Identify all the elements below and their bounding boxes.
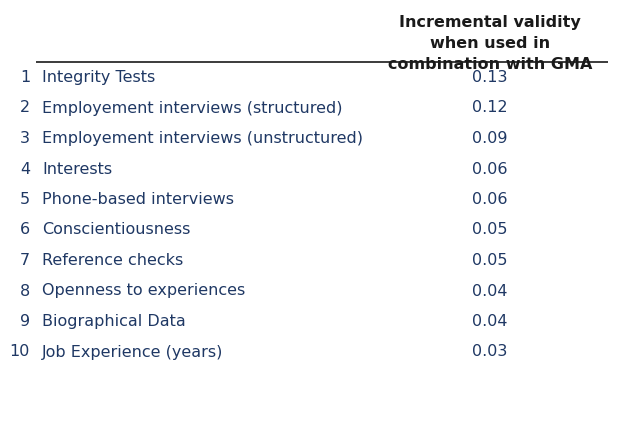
Text: 0.03: 0.03	[472, 344, 508, 360]
Text: combination with GMA: combination with GMA	[388, 57, 592, 72]
Text: Conscientiousness: Conscientiousness	[42, 223, 190, 238]
Text: 8: 8	[20, 284, 30, 299]
Text: 0.04: 0.04	[472, 314, 508, 329]
Text: Job Experience (years): Job Experience (years)	[42, 344, 223, 360]
Text: Incremental validity: Incremental validity	[399, 15, 581, 30]
Text: 0.12: 0.12	[472, 100, 508, 115]
Text: Integrity Tests: Integrity Tests	[42, 70, 155, 85]
Text: Reference checks: Reference checks	[42, 253, 184, 268]
Text: 2: 2	[20, 100, 30, 115]
Text: 1: 1	[20, 70, 30, 85]
Text: Biographical Data: Biographical Data	[42, 314, 186, 329]
Text: Employement interviews (structured): Employement interviews (structured)	[42, 100, 342, 115]
Text: 3: 3	[20, 131, 30, 146]
Text: 9: 9	[20, 314, 30, 329]
Text: 0.04: 0.04	[472, 284, 508, 299]
Text: Phone-based interviews: Phone-based interviews	[42, 192, 234, 207]
Text: 0.13: 0.13	[472, 70, 508, 85]
Text: 0.06: 0.06	[472, 192, 508, 207]
Text: 0.06: 0.06	[472, 161, 508, 176]
Text: 0.09: 0.09	[472, 131, 508, 146]
Text: when used in: when used in	[430, 36, 550, 51]
Text: 7: 7	[20, 253, 30, 268]
Text: 0.05: 0.05	[472, 253, 508, 268]
Text: 5: 5	[20, 192, 30, 207]
Text: 4: 4	[20, 161, 30, 176]
Text: Interests: Interests	[42, 161, 112, 176]
Text: 10: 10	[10, 344, 30, 360]
Text: Employement interviews (unstructured): Employement interviews (unstructured)	[42, 131, 363, 146]
Text: 6: 6	[20, 223, 30, 238]
Text: 0.05: 0.05	[472, 223, 508, 238]
Text: Openness to experiences: Openness to experiences	[42, 284, 245, 299]
